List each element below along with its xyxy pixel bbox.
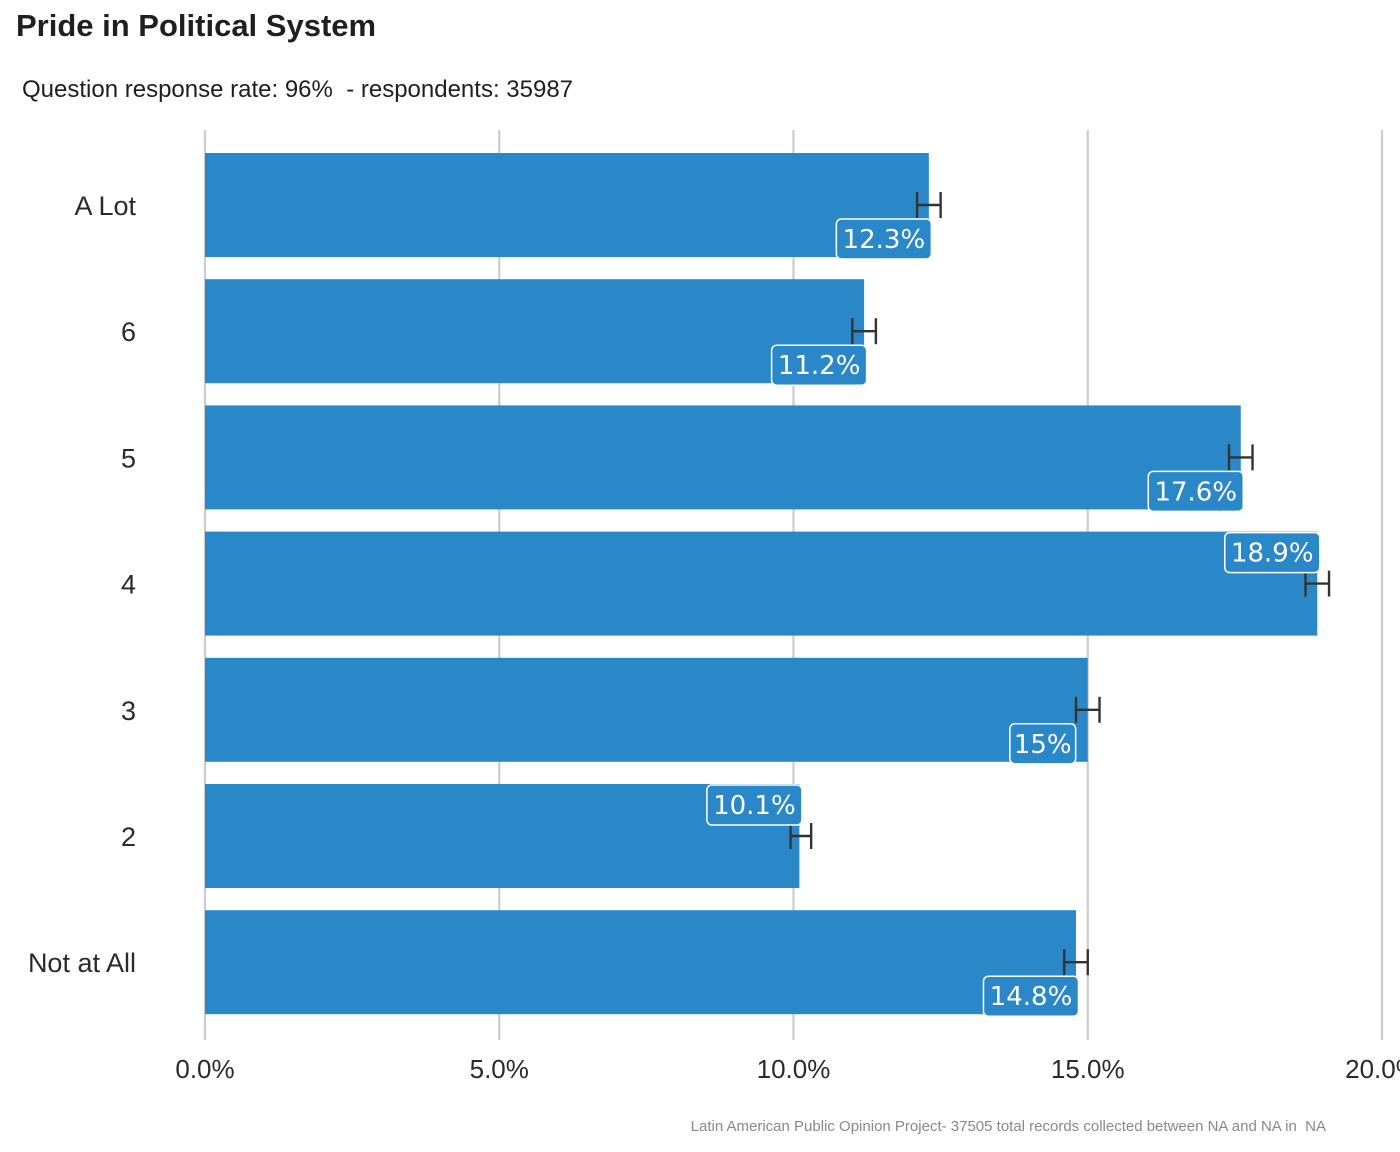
data-label-text: 10.1%	[713, 791, 796, 821]
data-label-text: 15%	[1014, 730, 1072, 760]
category-label: 3	[121, 696, 136, 726]
bar	[205, 658, 1088, 762]
bar	[205, 153, 929, 257]
category-label: 6	[121, 317, 136, 347]
data-label-text: 12.3%	[843, 225, 926, 255]
data-label-text: 17.6%	[1154, 477, 1237, 507]
data-label-text: 18.9%	[1231, 539, 1314, 569]
data-label: 10.1%	[707, 785, 802, 825]
category-label: 5	[121, 443, 136, 473]
x-tick-labels: 0.0% 5.0% 10.0% 15.0% 20.0%	[175, 1054, 1400, 1084]
category-label: Not at All	[28, 948, 136, 978]
data-label-text: 14.8%	[990, 982, 1073, 1012]
category-label: A Lot	[74, 191, 136, 221]
x-tick-label: 10.0%	[757, 1054, 831, 1084]
data-label: 17.6%	[1148, 471, 1243, 511]
x-tick-label: 15.0%	[1051, 1054, 1125, 1084]
bar	[205, 532, 1317, 636]
source-caption: Latin American Public Opinion Project- 3…	[691, 1118, 1326, 1135]
data-label: 12.3%	[836, 219, 931, 259]
bars	[205, 153, 1317, 1014]
category-labels: A Lot 6 5 4 3 2 Not at All	[28, 191, 137, 978]
data-label: 11.2%	[772, 345, 867, 385]
data-label: 15%	[1010, 724, 1076, 764]
bar	[205, 279, 864, 383]
data-label: 14.8%	[983, 976, 1078, 1016]
x-tick-label: 5.0%	[470, 1054, 529, 1084]
x-tick-label: 20.0%	[1345, 1054, 1400, 1084]
bar	[205, 405, 1241, 509]
category-label: 2	[121, 822, 136, 852]
data-label-text: 11.2%	[778, 351, 861, 381]
x-tick-label: 0.0%	[175, 1054, 234, 1084]
data-label: 18.9%	[1225, 533, 1320, 573]
bar	[205, 910, 1076, 1014]
category-label: 4	[121, 570, 136, 600]
